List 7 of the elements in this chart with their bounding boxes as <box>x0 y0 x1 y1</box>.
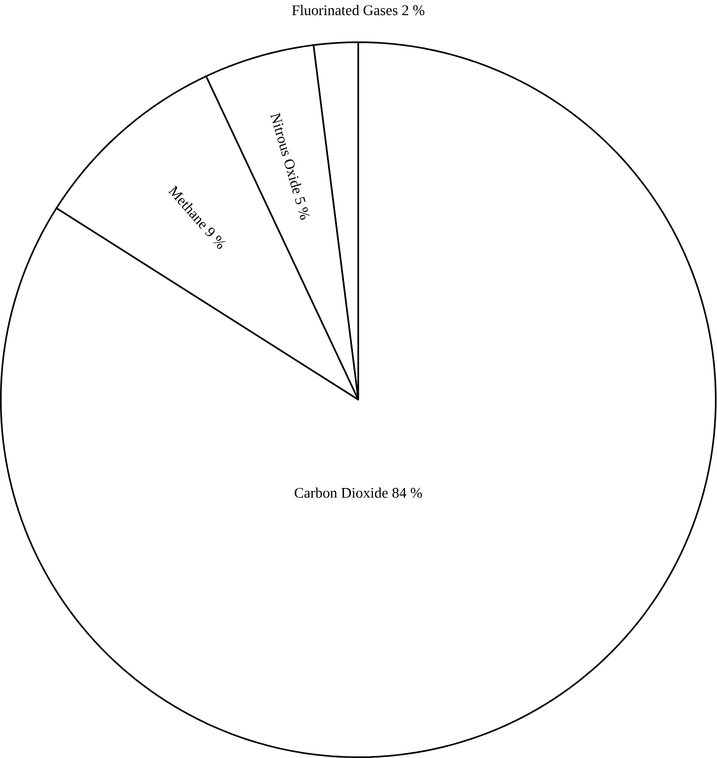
data-label: 2 % <box>402 5 425 16</box>
data-label: 84 % <box>392 488 422 498</box>
data-label: 5 % <box>295 196 310 220</box>
data-label: 9 % <box>205 228 226 249</box>
slice-label: Fluorinated Gases <box>292 4 398 16</box>
slice-label: Nitrous Oxide <box>270 112 302 194</box>
slice-label: Carbon Dioxide <box>294 487 388 498</box>
